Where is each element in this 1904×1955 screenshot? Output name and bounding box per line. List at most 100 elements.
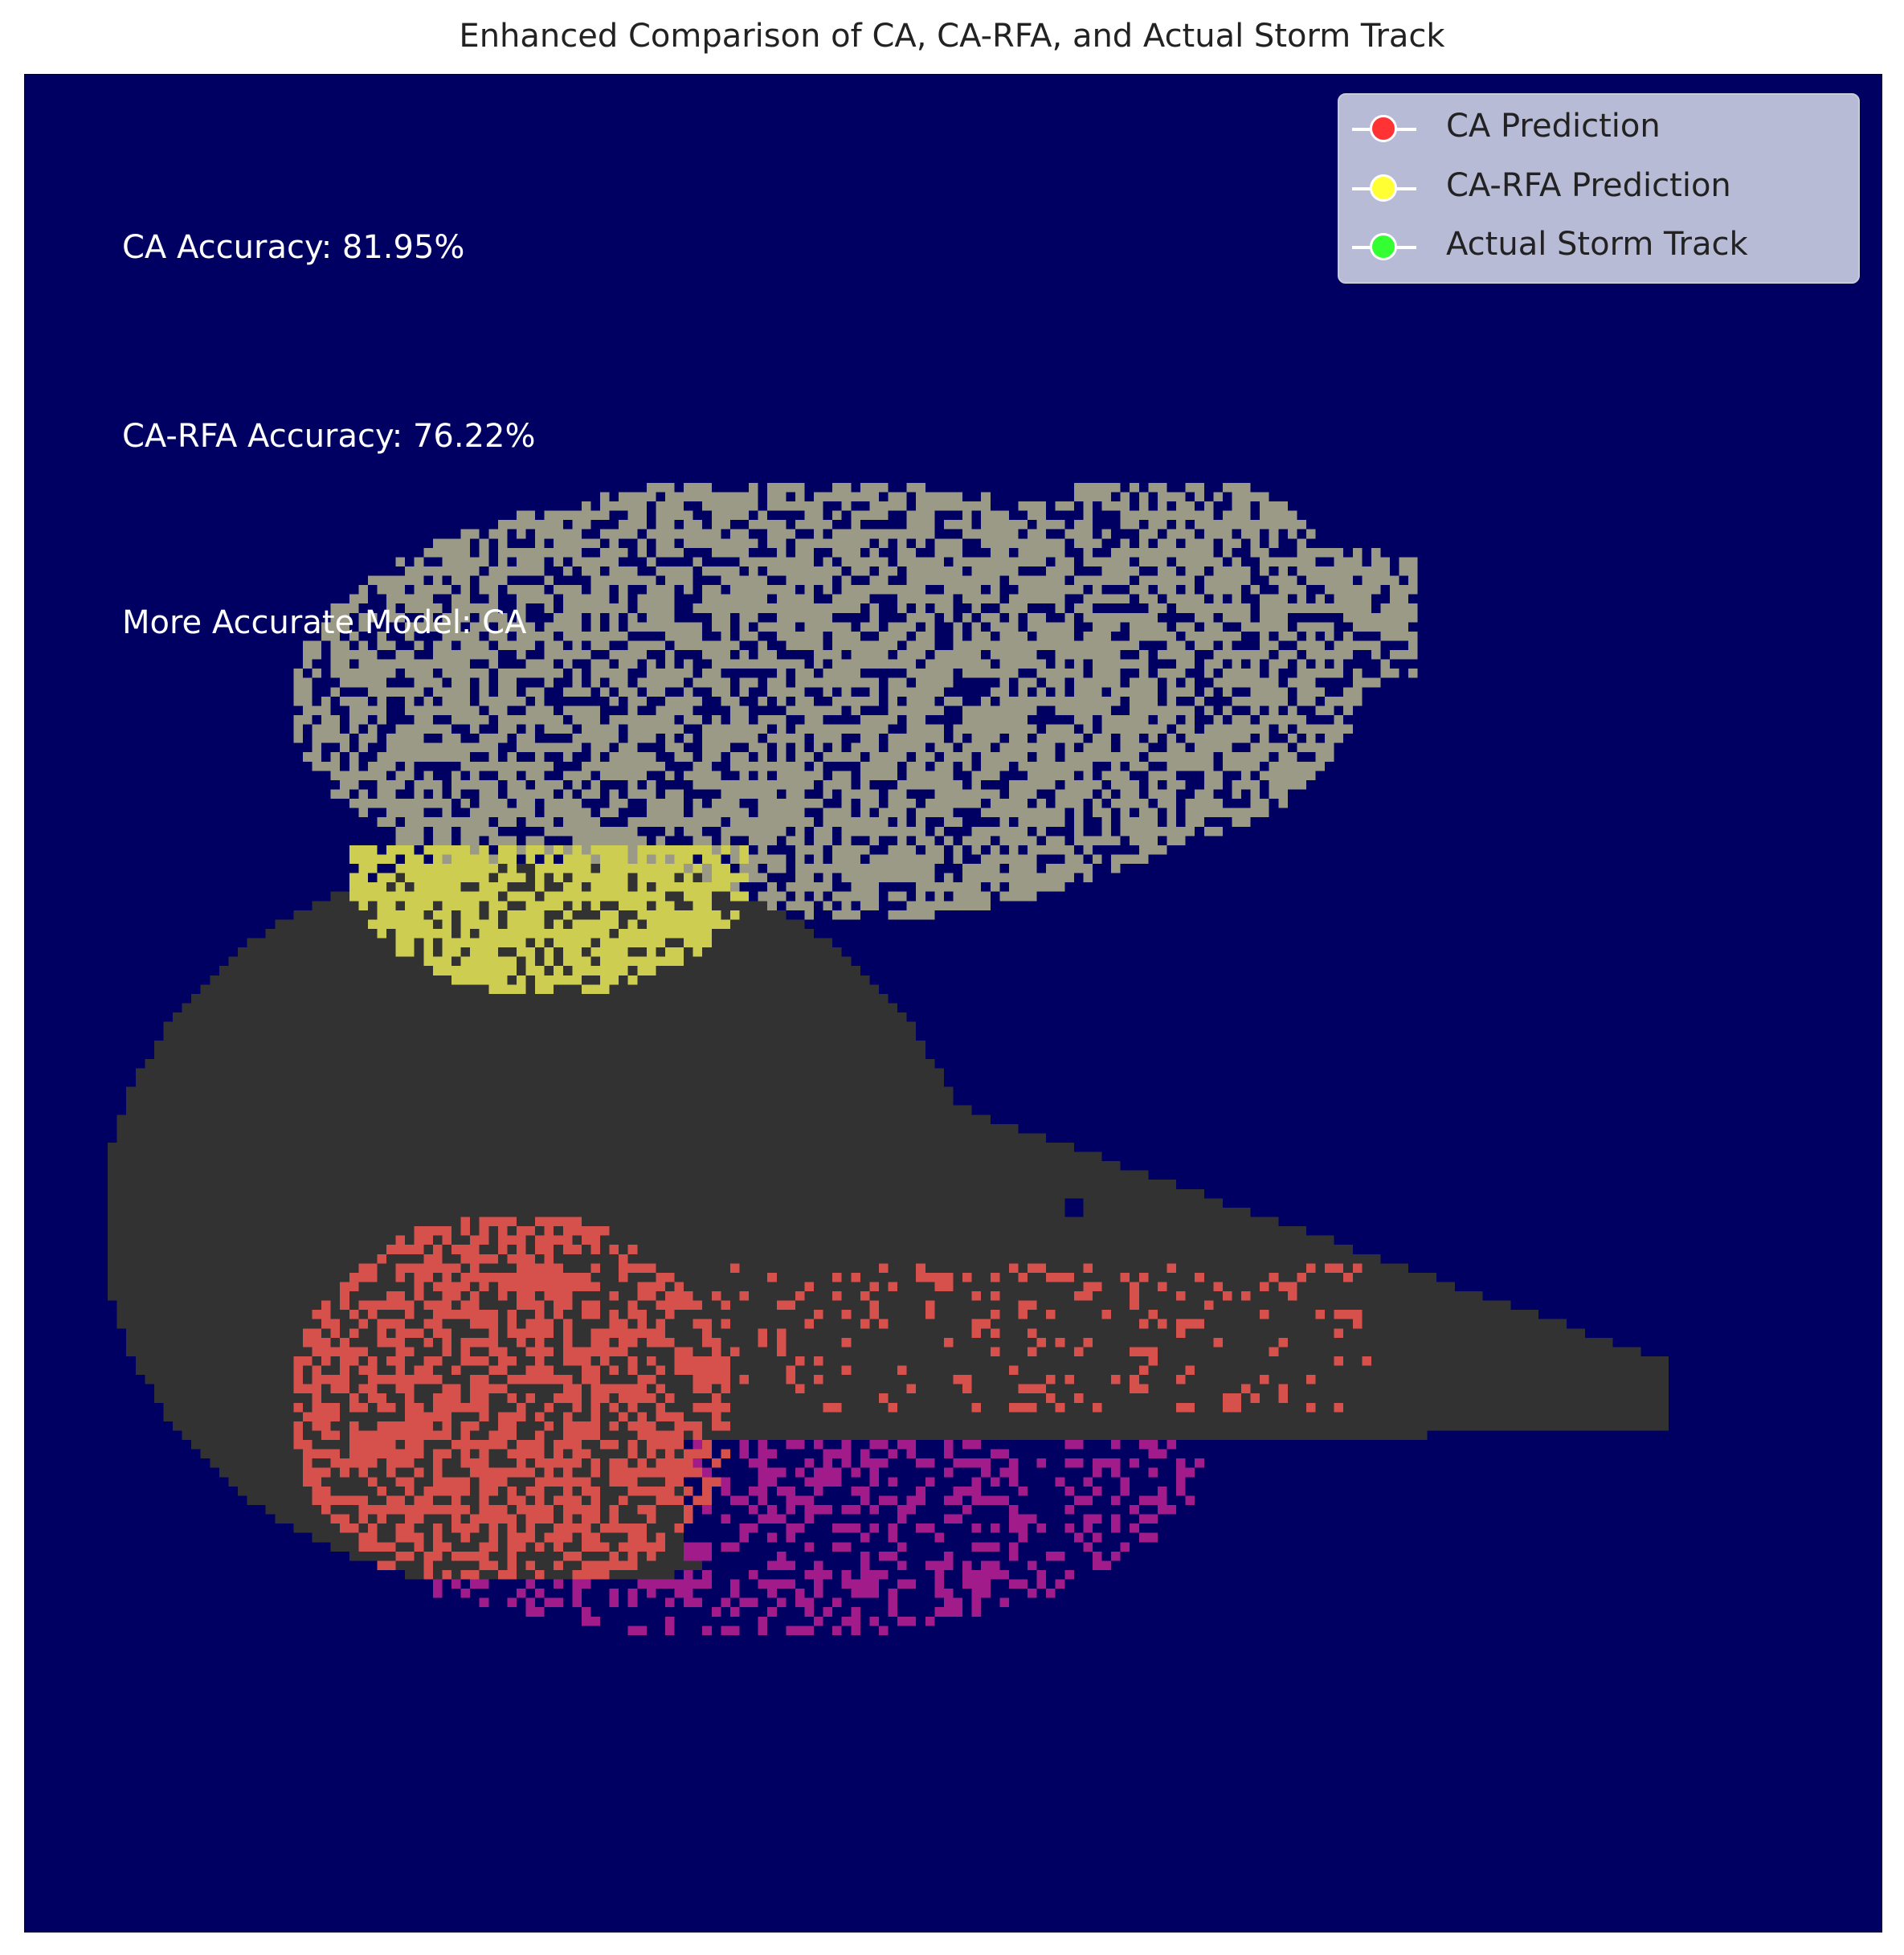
heatmap-cell [869, 1291, 972, 1301]
heatmap-cell [1036, 752, 1056, 762]
heatmap-cell [544, 854, 554, 865]
heatmap-cell [693, 1458, 703, 1468]
heatmap-cell [1185, 714, 1195, 725]
heatmap-cell [395, 1532, 424, 1543]
heatmap-cell [627, 975, 638, 985]
heatmap-cell [590, 612, 601, 623]
heatmap-cell [497, 640, 536, 651]
heatmap-cell [544, 882, 563, 892]
heatmap-cell [878, 566, 898, 576]
heatmap-cell [637, 1449, 647, 1459]
heatmap-cell [1008, 1402, 1037, 1413]
heatmap-cell [971, 1402, 982, 1413]
heatmap-cell [1073, 714, 1093, 725]
heatmap-cell [405, 1337, 424, 1348]
heatmap-cell [795, 854, 805, 865]
heatmap-cell [479, 585, 498, 595]
heatmap-cell [925, 622, 935, 632]
heatmap-cell [1148, 1467, 1158, 1478]
heatmap-cell [627, 1597, 638, 1608]
heatmap-cell [330, 612, 349, 623]
heatmap-cell [544, 1495, 554, 1506]
heatmap-cell [981, 1402, 1009, 1413]
heatmap-cell [1028, 1347, 1037, 1356]
heatmap-cell [749, 520, 787, 530]
heatmap-cell [721, 1300, 730, 1311]
heatmap-cell [516, 734, 536, 743]
heatmap-cell [823, 873, 833, 883]
heatmap-cell [729, 1263, 740, 1273]
heatmap-cell [804, 510, 823, 521]
heatmap-cell [627, 854, 638, 865]
heatmap-cell [814, 836, 833, 845]
heatmap-cell [1018, 761, 1093, 771]
heatmap-cell [554, 966, 563, 975]
heatmap-cell [860, 779, 870, 790]
heatmap-cell [340, 677, 387, 688]
heatmap-cell [758, 845, 768, 855]
heatmap-cell [1120, 1272, 1130, 1282]
heatmap-cell [1130, 706, 1195, 715]
heatmap-cell [497, 1310, 508, 1319]
heatmap-cell [758, 1579, 795, 1589]
heatmap-cell [173, 1421, 294, 1431]
heatmap-cell [516, 1356, 536, 1366]
heatmap-cell [1036, 1579, 1047, 1589]
heatmap-cell [516, 1291, 536, 1301]
heatmap-cell [275, 1514, 331, 1524]
heatmap-cell [572, 1328, 591, 1338]
heatmap-cell [1167, 761, 1214, 771]
heatmap-cell [451, 1272, 461, 1282]
heatmap-cell [414, 779, 443, 790]
heatmap-cell [906, 520, 935, 530]
heatmap-cell [349, 1551, 396, 1561]
heatmap-cell [851, 1310, 870, 1319]
heatmap-cell [1269, 1282, 1279, 1292]
heatmap-cell [507, 891, 536, 902]
heatmap-cell [600, 1486, 628, 1496]
heatmap-cell [554, 947, 563, 957]
heatmap-cell [349, 1430, 451, 1441]
heatmap-cell [1083, 1282, 1102, 1292]
heatmap-cell [897, 1514, 907, 1524]
heatmap-cell [627, 1532, 647, 1543]
heatmap-cell [1278, 631, 1297, 641]
heatmap-cell [962, 529, 1019, 539]
heatmap-cell [1222, 761, 1260, 771]
heatmap-cell [525, 1486, 545, 1496]
heatmap-cell [823, 789, 833, 800]
heatmap-cell [832, 1542, 852, 1552]
heatmap-cell [1083, 1207, 1251, 1217]
heatmap-cell [1111, 799, 1149, 808]
heatmap-cell [869, 687, 879, 697]
heatmap-cell [1390, 585, 1418, 595]
heatmap-cell [832, 910, 860, 920]
heatmap-cell [507, 752, 517, 762]
heatmap-cell [1287, 1337, 1613, 1348]
heatmap-cell [377, 714, 387, 725]
heatmap-cell [711, 1291, 721, 1301]
heatmap-cell [851, 1626, 860, 1635]
heatmap-cell [1203, 622, 1223, 632]
heatmap-cell [293, 1430, 303, 1441]
heatmap-cell [1167, 687, 1195, 697]
heatmap-cell [590, 669, 628, 678]
heatmap-cell [1297, 538, 1306, 548]
heatmap-cell [729, 882, 740, 892]
heatmap-cell [544, 1421, 554, 1431]
heatmap-cell [554, 873, 563, 883]
heatmap-cell [312, 1495, 368, 1506]
heatmap-cell [525, 938, 536, 948]
heatmap-cell [990, 687, 1009, 697]
heatmap-cell [479, 1486, 498, 1496]
heatmap-cell [488, 566, 545, 576]
heatmap-cell [711, 547, 750, 558]
heatmap-cell [423, 1291, 443, 1301]
heatmap-cell [293, 910, 378, 920]
heatmap-cell [525, 1347, 554, 1356]
heatmap-cell [470, 928, 480, 939]
heatmap-cell [684, 771, 721, 780]
heatmap-cell [1120, 1477, 1130, 1487]
heatmap-cell [786, 789, 805, 800]
heatmap-cell [749, 742, 768, 753]
